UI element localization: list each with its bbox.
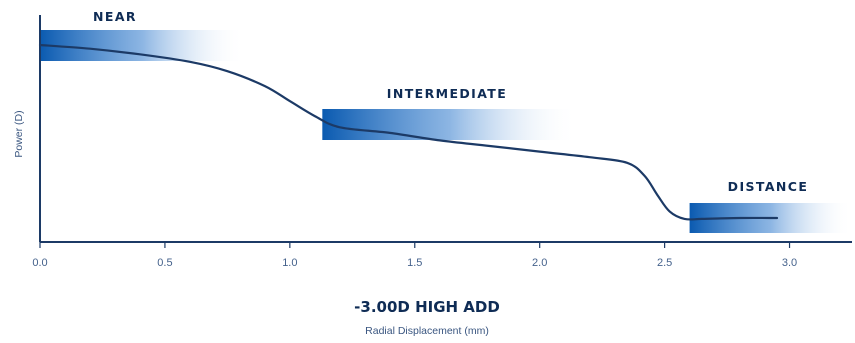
axes-layer	[39, 15, 852, 243]
power-curve	[38, 43, 779, 221]
x-tick-label: 0.0	[32, 257, 47, 269]
x-tick-label: 1.0	[282, 257, 297, 269]
x-axis-label: Radial Displacement (mm)	[365, 325, 489, 337]
x-ticks: 0.0 0.5 1.0 1.5 2.0 2.5 3.0	[32, 242, 797, 269]
zone-label-distance: DISTANCE	[728, 179, 809, 194]
y-axis-label: Power (D)	[13, 110, 25, 157]
x-tick-label: 0.5	[157, 257, 172, 269]
x-tick-label: 1.5	[407, 257, 422, 269]
zone-band-intermediate	[322, 109, 578, 140]
zone-band-near	[40, 30, 245, 61]
zone-label-intermediate: INTERMEDIATE	[387, 86, 507, 101]
x-tick-label: 3.0	[782, 257, 797, 269]
x-tick-label: 2.5	[657, 257, 672, 269]
zone-label-near: NEAR	[93, 9, 137, 24]
zones-layer: NEAR INTERMEDIATE DISTANCE	[40, 9, 852, 233]
chart-title: -3.00D HIGH ADD	[354, 298, 500, 316]
x-tick-label: 2.0	[532, 257, 547, 269]
